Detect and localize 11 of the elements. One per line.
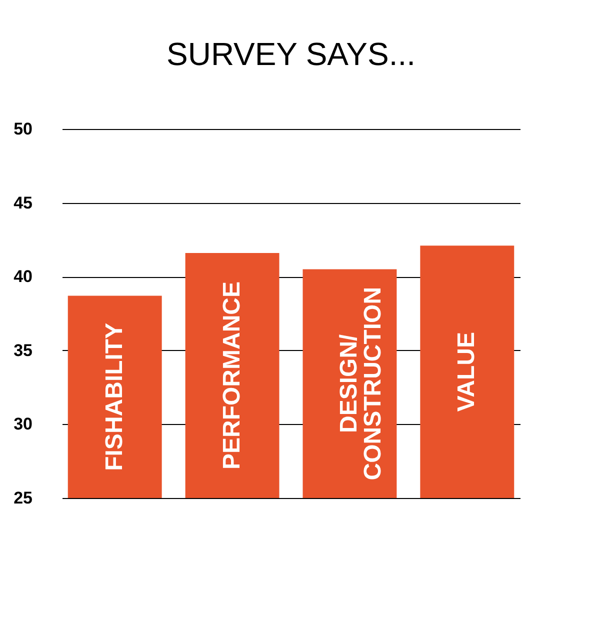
y-tick-label: 35	[14, 340, 32, 360]
y-tick-label: 40	[14, 267, 32, 286]
y-tick-label: 30	[14, 414, 32, 434]
y-tick-label: 45	[14, 193, 32, 212]
x-tick-label: DESIGN/ CONSTRUCTION	[336, 286, 387, 480]
x-tick-label: PERFORMANCE	[218, 281, 246, 470]
y-tick-label: 50	[14, 120, 32, 138]
chart-title: SURVEY SAYS...	[166, 36, 416, 72]
y-tick-label: 25	[14, 488, 32, 508]
x-tick-label: VALUE	[453, 332, 480, 412]
x-tick-label: FISHABILITY	[100, 322, 128, 471]
